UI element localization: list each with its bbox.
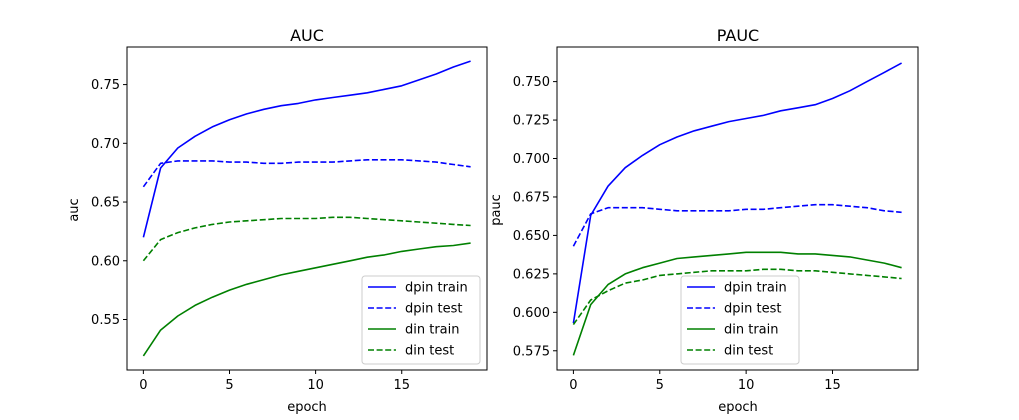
x-tick-label: 0: [139, 378, 147, 393]
plot-area: [126, 46, 488, 371]
series-line-dpin-train: [572, 62, 902, 324]
series-line-din-train: [572, 251, 902, 356]
plot-area: [556, 46, 919, 371]
legend-label: dpin test: [724, 302, 781, 317]
y-tick-label: 0.675: [513, 190, 550, 205]
y-tick-label: 0.750: [513, 75, 550, 90]
pauc-chart: PAUC 0 5 10 15 0.575 0.600 0.625 0.650 0.675 0.7…: [489, 26, 919, 415]
y-axis-label: auc: [67, 198, 82, 221]
x-axis-ticks: 0 5 10 15: [569, 370, 841, 393]
series-line-din-train: [142, 242, 471, 357]
legend: dpin train dpin test din train din test: [361, 275, 481, 365]
legend-label: dpin train: [724, 281, 787, 296]
x-axis-label: epoch: [287, 400, 327, 415]
legend-label: din train: [405, 323, 460, 338]
y-axis-ticks: 0.575 0.600 0.625 0.650 0.675 0.700 0.725 0.750: [513, 75, 557, 359]
y-axis-ticks: 0.55 0.60 0.65 0.70 0.75: [91, 78, 127, 328]
y-tick-label: 0.650: [513, 229, 550, 244]
series-line-din-test: [572, 268, 902, 326]
y-tick-label: 0.625: [513, 267, 550, 282]
x-tick-label: 15: [393, 378, 410, 393]
y-axis-label: pauc: [489, 194, 504, 226]
x-tick-label: 10: [307, 378, 324, 393]
auc-chart: AUC 0 5 10 15 0.55 0.60 0.65 0.70 0.75 epoch au…: [67, 26, 488, 415]
y-tick-label: 0.60: [91, 254, 120, 269]
x-tick-label: 5: [656, 378, 664, 393]
chart-title: AUC: [290, 26, 324, 45]
x-axis-label: epoch: [718, 400, 758, 415]
y-tick-label: 0.65: [91, 196, 120, 211]
x-axis-ticks: 0 5 10 15: [139, 370, 410, 393]
y-tick-label: 0.575: [513, 344, 550, 359]
series-line-dpin-test: [142, 159, 471, 188]
legend-label: dpin train: [405, 281, 468, 296]
x-tick-label: 0: [569, 378, 577, 393]
series-line-dpin-test: [572, 203, 902, 247]
axes-frame: [126, 46, 488, 371]
y-tick-label: 0.700: [513, 152, 550, 167]
y-tick-label: 0.55: [91, 313, 120, 328]
y-tick-label: 0.725: [513, 114, 550, 129]
x-tick-label: 10: [738, 378, 755, 393]
legend-label: din test: [405, 344, 454, 359]
legend-box: [680, 275, 800, 365]
series-line-din-test: [142, 216, 471, 262]
legend-box: [361, 275, 481, 365]
y-tick-label: 0.70: [91, 137, 120, 152]
legend-label: dpin test: [405, 302, 462, 317]
legend-label: din test: [724, 344, 773, 359]
legend-label: din train: [724, 323, 779, 338]
legend: dpin train dpin test din train din test: [680, 275, 800, 365]
series-line-dpin-train: [142, 60, 471, 238]
y-tick-label: 0.75: [91, 78, 120, 93]
axes-frame: [556, 46, 919, 371]
x-tick-label: 5: [225, 378, 233, 393]
y-tick-label: 0.600: [513, 306, 550, 321]
x-tick-label: 15: [824, 378, 841, 393]
chart-title: PAUC: [717, 26, 759, 45]
